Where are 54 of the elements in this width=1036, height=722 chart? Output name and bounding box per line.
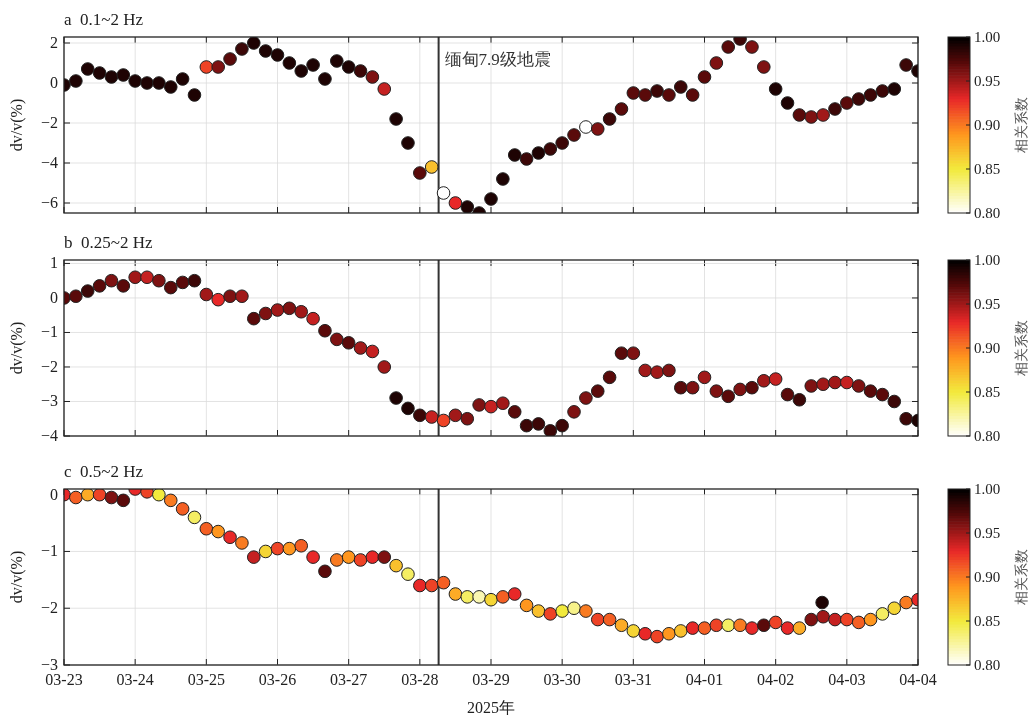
color-bar-label: 0.90 — [974, 117, 1001, 133]
y-tick-label: 0 — [50, 74, 58, 91]
y-axis-title: dv/v(%) — [8, 550, 26, 604]
y-tick-label: −2 — [40, 357, 58, 375]
color-bar-label: 1.00 — [974, 481, 1001, 497]
color-bar-label: 0.85 — [974, 613, 1001, 629]
x-tick-label: 03-27 — [330, 671, 368, 688]
y-tick-label: −3 — [40, 656, 58, 673]
x-tick-label: 03-30 — [543, 671, 581, 688]
x-axis-title: 2025年 — [467, 699, 515, 716]
y-tick-label: 2 — [50, 34, 58, 51]
color-bar-label: 0.85 — [974, 384, 1001, 400]
color-bar-title: 相关系数 — [1014, 97, 1029, 153]
x-tick-label: 03-23 — [45, 671, 83, 688]
y-tick-label: −2 — [40, 114, 58, 131]
x-tick-label: 03-24 — [116, 671, 154, 688]
color-bar-label: 0.80 — [974, 205, 1001, 221]
y-tick-label: −4 — [40, 427, 58, 444]
x-tick-label: 03-25 — [187, 671, 225, 688]
color-bar-label: 0.90 — [974, 569, 1001, 585]
x-tick-label: 04-04 — [899, 671, 937, 688]
color-bar-label: 1.00 — [974, 252, 1001, 268]
y-tick-label: 1 — [50, 254, 58, 272]
color-bar-label: 0.85 — [974, 161, 1001, 177]
color-bar-label: 0.95 — [974, 525, 1001, 541]
y-tick-label: −1 — [40, 323, 58, 341]
color-bar-label: 0.95 — [974, 73, 1001, 89]
chart-title: a 0.1~2 Hz — [64, 10, 144, 29]
x-tick-label: 03-29 — [472, 671, 510, 688]
x-tick-label: 03-28 — [401, 671, 439, 688]
ref-line-label: 缅甸7.9级地震 — [444, 50, 551, 69]
x-tick-label: 03-26 — [258, 671, 297, 688]
x-tick-label: 03-31 — [614, 671, 652, 688]
color-bar-label: 0.90 — [974, 340, 1001, 356]
color-bar-label: 1.00 — [974, 29, 1001, 45]
x-tick-label: 04-03 — [828, 671, 866, 688]
y-tick-label: −3 — [40, 392, 58, 410]
y-tick-label: 0 — [50, 485, 58, 503]
color-bar-label: 0.80 — [974, 657, 1001, 673]
chart-title: c 0.5~2 Hz — [64, 462, 144, 481]
x-tick-label: 04-01 — [685, 671, 724, 688]
y-tick-label: −4 — [40, 154, 58, 171]
chart-title: b 0.25~2 Hz — [64, 233, 153, 252]
y-tick-label: 0 — [50, 288, 58, 306]
x-tick-label: 04-02 — [757, 671, 795, 688]
y-axis-title: dv/v(%) — [8, 321, 26, 375]
color-bar-title: 相关系数 — [1014, 320, 1029, 376]
y-tick-label: −6 — [40, 194, 58, 211]
color-bar-label: 0.95 — [974, 296, 1001, 312]
y-axis-title: dv/v(%) — [8, 98, 26, 152]
y-tick-label: −2 — [40, 599, 58, 617]
color-bar-label: 0.80 — [974, 428, 1001, 444]
y-tick-label: −1 — [40, 542, 58, 560]
color-bar-title: 相关系数 — [1014, 549, 1029, 605]
